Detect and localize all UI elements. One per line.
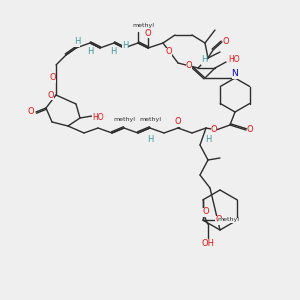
Text: N: N <box>232 70 238 79</box>
Text: O: O <box>223 37 229 46</box>
Text: methyl: methyl <box>113 116 135 122</box>
Text: methyl: methyl <box>218 218 240 223</box>
Text: H: H <box>147 134 153 143</box>
Text: O: O <box>48 91 54 100</box>
Text: O: O <box>215 215 222 224</box>
Text: O: O <box>50 74 56 82</box>
Text: O: O <box>165 47 172 56</box>
Text: H: H <box>87 47 93 56</box>
Text: O: O <box>28 107 34 116</box>
Text: O: O <box>202 208 209 217</box>
Text: O: O <box>247 124 253 134</box>
Text: H: H <box>205 134 211 143</box>
Text: H: H <box>74 38 80 46</box>
Text: O: O <box>175 118 181 127</box>
Text: methyl: methyl <box>139 116 161 122</box>
Text: H: H <box>201 56 207 64</box>
Text: OH: OH <box>201 238 214 247</box>
Text: O: O <box>186 61 192 70</box>
Text: methyl: methyl <box>132 23 154 28</box>
Text: H: H <box>110 47 116 56</box>
Text: O: O <box>145 28 151 38</box>
Text: O: O <box>211 125 217 134</box>
Text: HO: HO <box>228 56 240 64</box>
Text: HO: HO <box>92 112 104 122</box>
Text: H: H <box>122 40 128 50</box>
